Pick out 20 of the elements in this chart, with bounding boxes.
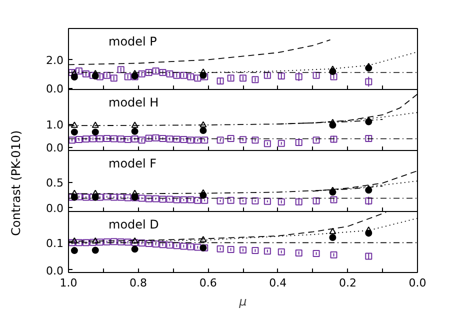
annotation: model H bbox=[108, 96, 159, 110]
y-tick-label: 0.5 bbox=[46, 176, 64, 190]
x-tick-label: 0.4 bbox=[269, 276, 287, 290]
x-tick-label: 0.0 bbox=[408, 276, 426, 290]
x-tick-label: 0.2 bbox=[338, 276, 356, 290]
x-axis-title: μ bbox=[238, 294, 248, 308]
y-tick-label: 0.0 bbox=[46, 202, 64, 215]
annotation: model D bbox=[108, 218, 159, 232]
annotation: model F bbox=[108, 156, 157, 170]
y-tick-label: 2.0 bbox=[46, 54, 64, 68]
y-tick-label: 0.0 bbox=[46, 82, 64, 96]
y-tick-label: 0.1 bbox=[46, 237, 64, 250]
y-tick-label: 1.0 bbox=[46, 118, 64, 132]
x-tick-label: 0.8 bbox=[130, 276, 148, 290]
y-tick-label: 0.0 bbox=[46, 142, 64, 155]
y-axis-title: Contrast (PK-010) bbox=[8, 130, 23, 236]
x-tick-label: 0.6 bbox=[199, 276, 217, 290]
annotation: model P bbox=[108, 34, 157, 48]
x-tick-label: 1.0 bbox=[60, 276, 78, 290]
y-tick-label: 0.0 bbox=[46, 264, 64, 278]
